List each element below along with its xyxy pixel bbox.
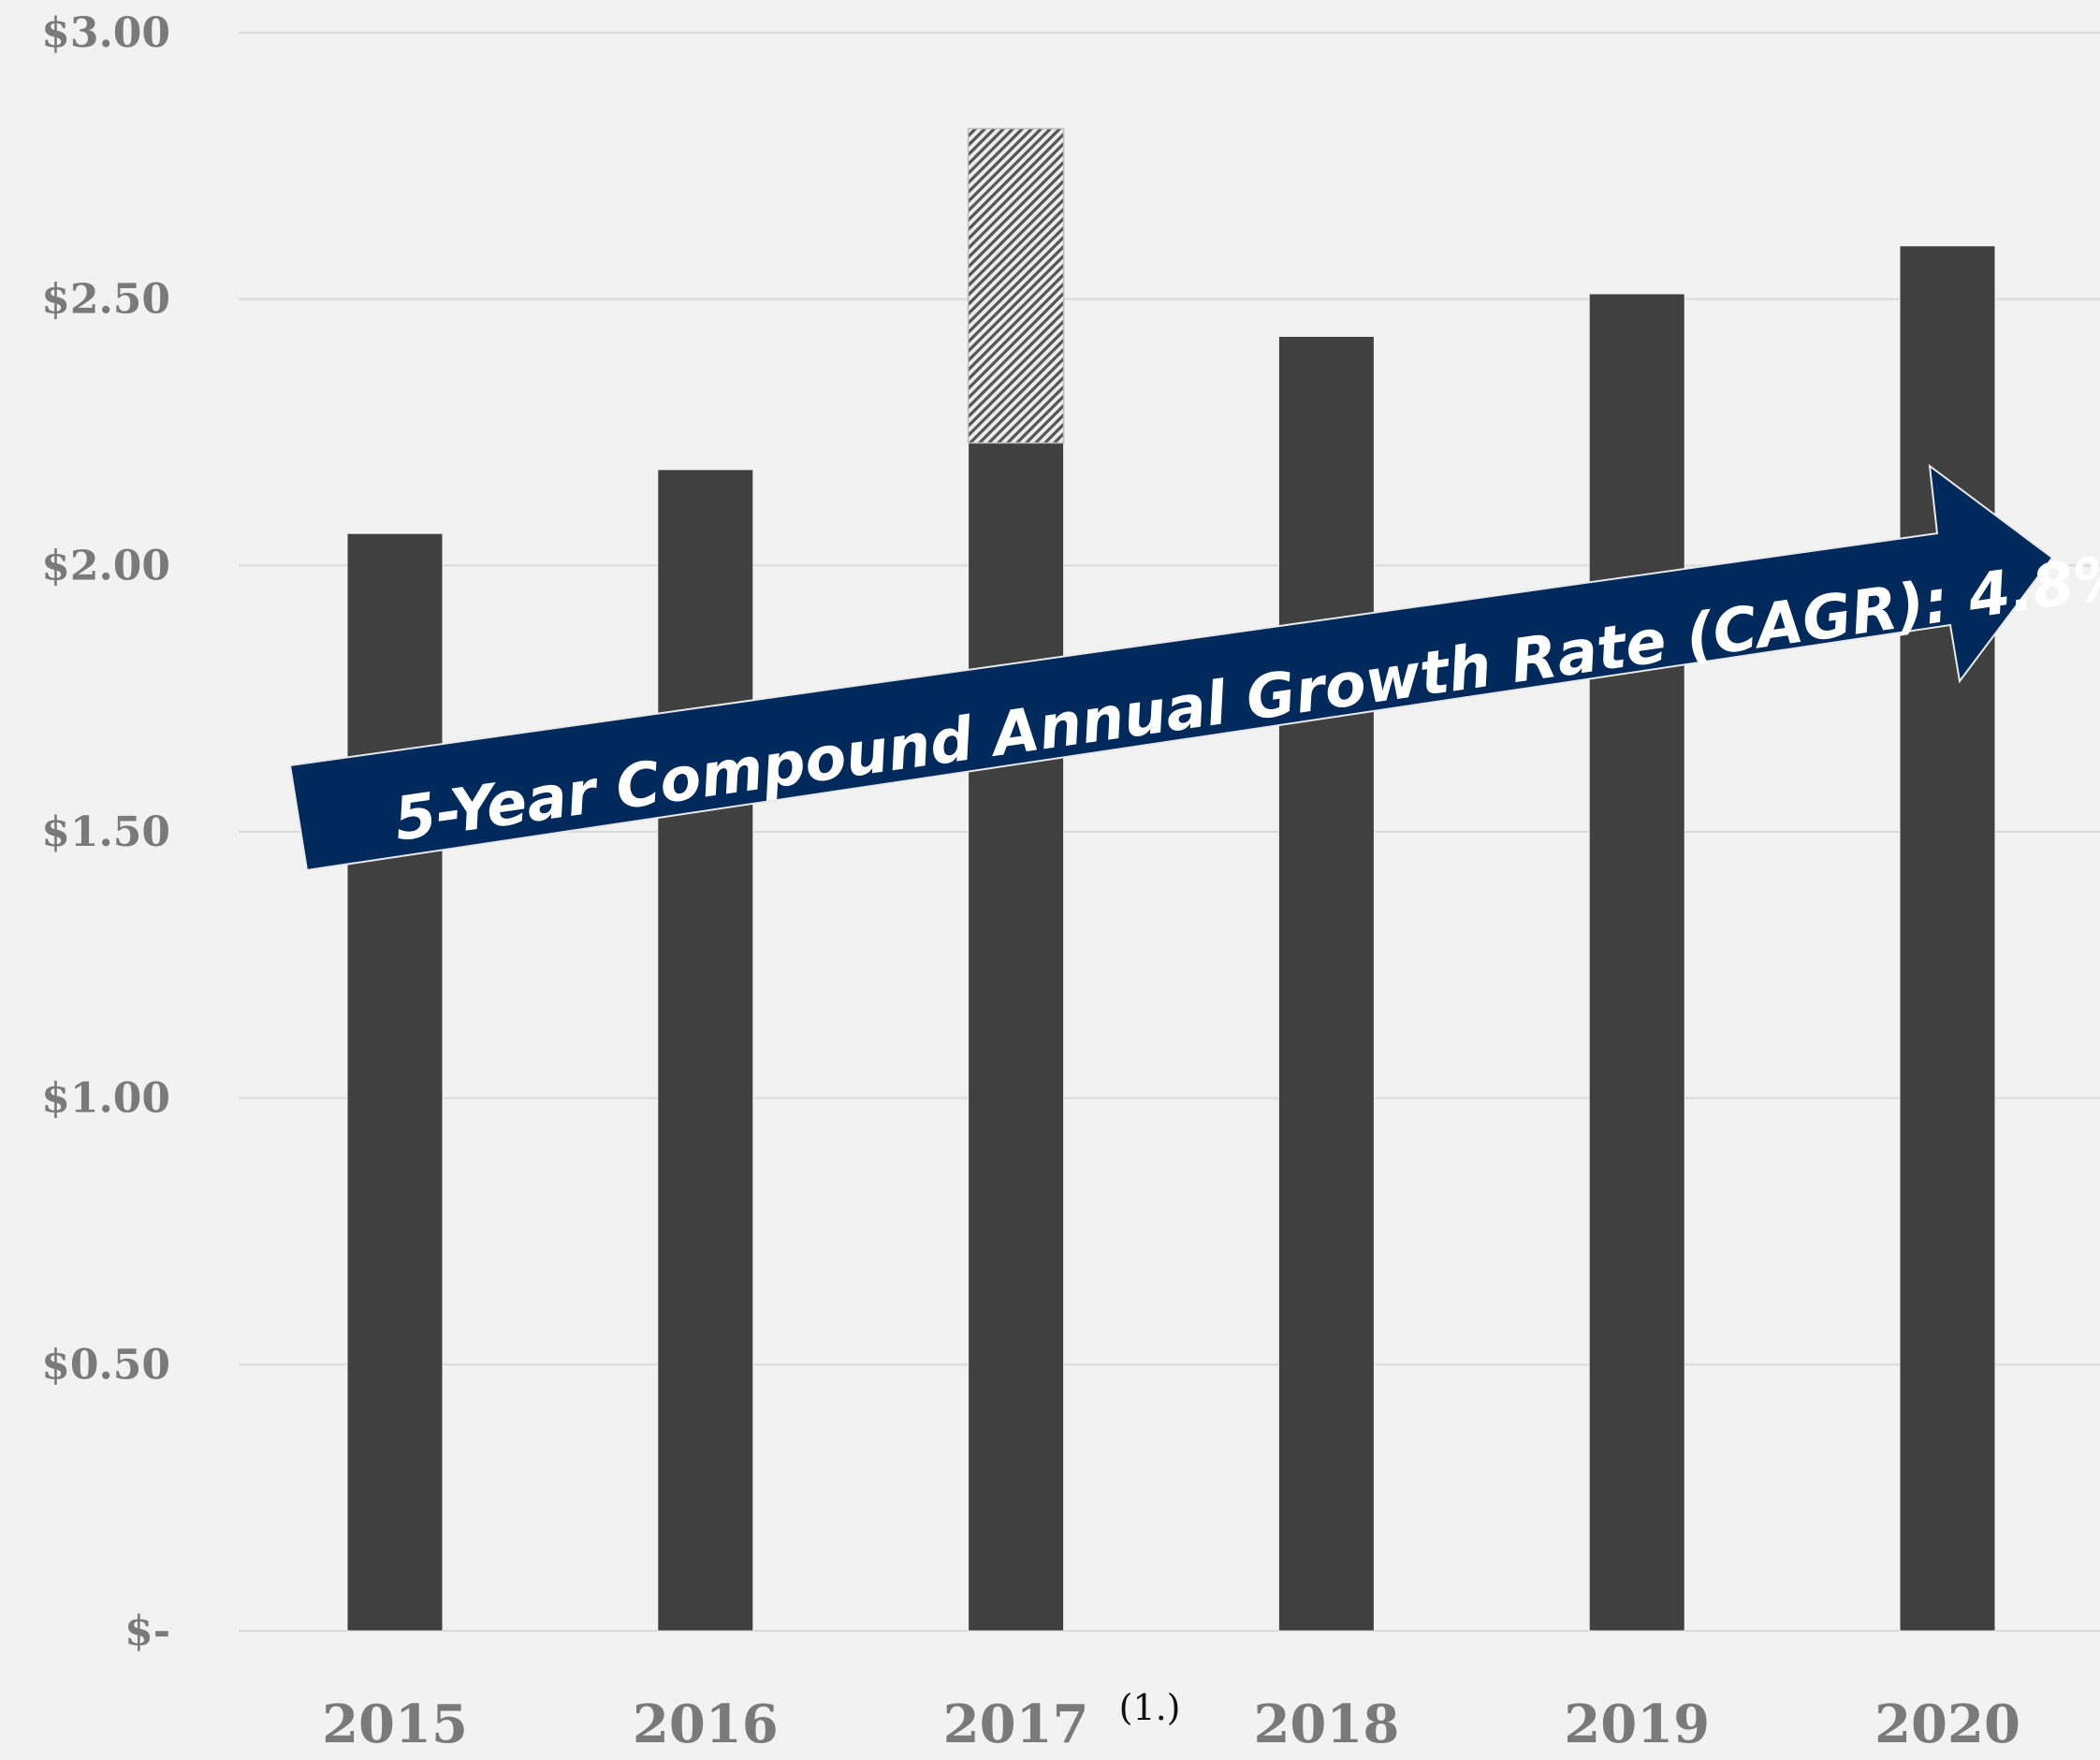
- x-axis-ticks: 2015 2016 2017 (1.) 2018 2019 2020: [322, 1687, 2020, 1755]
- bar: [968, 442, 1065, 1632]
- x-tick-label: 2020: [1874, 1694, 2020, 1755]
- x-tick-label: 2015: [322, 1694, 468, 1755]
- bar: [1277, 336, 1375, 1632]
- x-tick-label: 2018: [1253, 1694, 1399, 1755]
- x-tick-label: 2017: [943, 1694, 1089, 1755]
- y-tick-label: $-: [124, 1607, 170, 1655]
- footnote-marker: (1.): [1119, 1687, 1181, 1728]
- y-tick-label: $1.00: [41, 1075, 170, 1123]
- bars: [346, 127, 1996, 1632]
- bar: [346, 532, 444, 1632]
- y-tick-label: $3.00: [41, 9, 170, 57]
- bar: [1899, 245, 1996, 1632]
- y-axis-ticks: $- $0.50 $1.00 $1.50 $2.00 $2.50 $3.00: [41, 9, 170, 1655]
- bar: [1588, 293, 1685, 1632]
- bar: [657, 469, 754, 1632]
- y-tick-label: $0.50: [41, 1341, 170, 1389]
- cagr-arrow-label: 5-Year Compound Annual Growth Rate (CAGR…: [390, 541, 2100, 855]
- y-tick-label: $2.00: [41, 542, 170, 589]
- x-tick-label: 2016: [633, 1694, 779, 1755]
- x-tick-label: 2019: [1564, 1694, 1710, 1755]
- bar-one-time-segment: [967, 127, 1065, 444]
- y-tick-label: $2.50: [41, 276, 170, 324]
- cagr-arrow-shape: [288, 463, 2054, 872]
- y-tick-label: $1.50: [41, 808, 170, 856]
- cagr-arrow-annotation: 5-Year Compound Annual Growth Rate (CAGR…: [288, 463, 2100, 872]
